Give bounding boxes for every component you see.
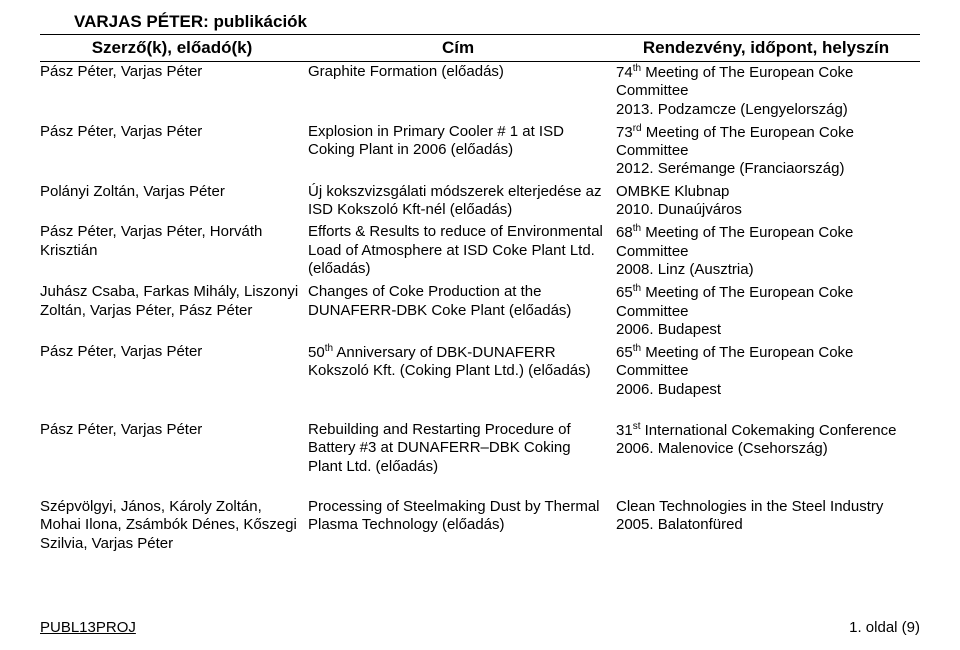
header-title: Cím — [304, 35, 612, 62]
cell-authors: Szépvölgyi, János, Károly Zoltán, Mohai … — [40, 497, 304, 556]
publication-table: Szerző(k), előadó(k) Cím Rendezvény, idő… — [40, 34, 920, 556]
footer-left: PUBL13PROJ — [40, 619, 136, 636]
cell-authors: Pász Péter, Varjas Péter — [40, 62, 304, 122]
table-row: Pász Péter, Varjas PéterExplosion in Pri… — [40, 122, 920, 182]
cell-event: Clean Technologies in the Steel Industry… — [612, 497, 920, 556]
table-row: Pász Péter, Varjas PéterRebuilding and R… — [40, 420, 920, 479]
cell-event: 65th Meeting of The European Coke Commit… — [612, 342, 920, 402]
cell-authors: Pász Péter, Varjas Péter, Horváth Kriszt… — [40, 222, 304, 282]
cell-title: Graphite Formation (előadás) — [304, 62, 612, 122]
cell-authors: Juhász Csaba, Farkas Mihály, Liszonyi Zo… — [40, 282, 304, 342]
table-row: Pász Péter, Varjas Péter, Horváth Kriszt… — [40, 222, 920, 282]
table-header-row: Szerző(k), előadó(k) Cím Rendezvény, idő… — [40, 35, 920, 62]
cell-authors: Pász Péter, Varjas Péter — [40, 342, 304, 402]
cell-title: Új kokszvizsgálati módszerek elterjedése… — [304, 182, 612, 223]
cell-event: 31st International Cokemaking Conference… — [612, 420, 920, 479]
cell-title: Processing of Steelmaking Dust by Therma… — [304, 497, 612, 556]
header-authors: Szerző(k), előadó(k) — [40, 35, 304, 62]
cell-title: Changes of Coke Production at the DUNAFE… — [304, 282, 612, 342]
header-event: Rendezvény, időpont, helyszín — [612, 35, 920, 62]
cell-authors: Pász Péter, Varjas Péter — [40, 122, 304, 182]
cell-event: 74th Meeting of The European Coke Commit… — [612, 62, 920, 122]
spacer-row — [40, 479, 920, 497]
table-row: Pász Péter, Varjas Péter50th Anniversary… — [40, 342, 920, 402]
cell-authors: Pász Péter, Varjas Péter — [40, 420, 304, 479]
table-row: Pász Péter, Varjas PéterGraphite Formati… — [40, 62, 920, 122]
table-row: Juhász Csaba, Farkas Mihály, Liszonyi Zo… — [40, 282, 920, 342]
page-title: VARJAS PÉTER: publikációk — [74, 12, 920, 32]
cell-event: 65th Meeting of The European Coke Commit… — [612, 282, 920, 342]
table-row: Polányi Zoltán, Varjas PéterÚj kokszvizs… — [40, 182, 920, 223]
cell-authors: Polányi Zoltán, Varjas Péter — [40, 182, 304, 223]
cell-title: 50th Anniversary of DBK-DUNAFERR Kokszol… — [304, 342, 612, 402]
table-row: Szépvölgyi, János, Károly Zoltán, Mohai … — [40, 497, 920, 556]
cell-title: Explosion in Primary Cooler # 1 at ISD C… — [304, 122, 612, 182]
cell-event: OMBKE Klubnap2010. Dunaújváros — [612, 182, 920, 223]
cell-event: 73rd Meeting of The European Coke Commit… — [612, 122, 920, 182]
footer-right: 1. oldal (9) — [849, 619, 920, 636]
cell-title: Efforts & Results to reduce of Environme… — [304, 222, 612, 282]
cell-title: Rebuilding and Restarting Procedure of B… — [304, 420, 612, 479]
spacer-row — [40, 402, 920, 420]
cell-event: 68th Meeting of The European Coke Commit… — [612, 222, 920, 282]
page-footer: PUBL13PROJ 1. oldal (9) — [40, 619, 920, 636]
